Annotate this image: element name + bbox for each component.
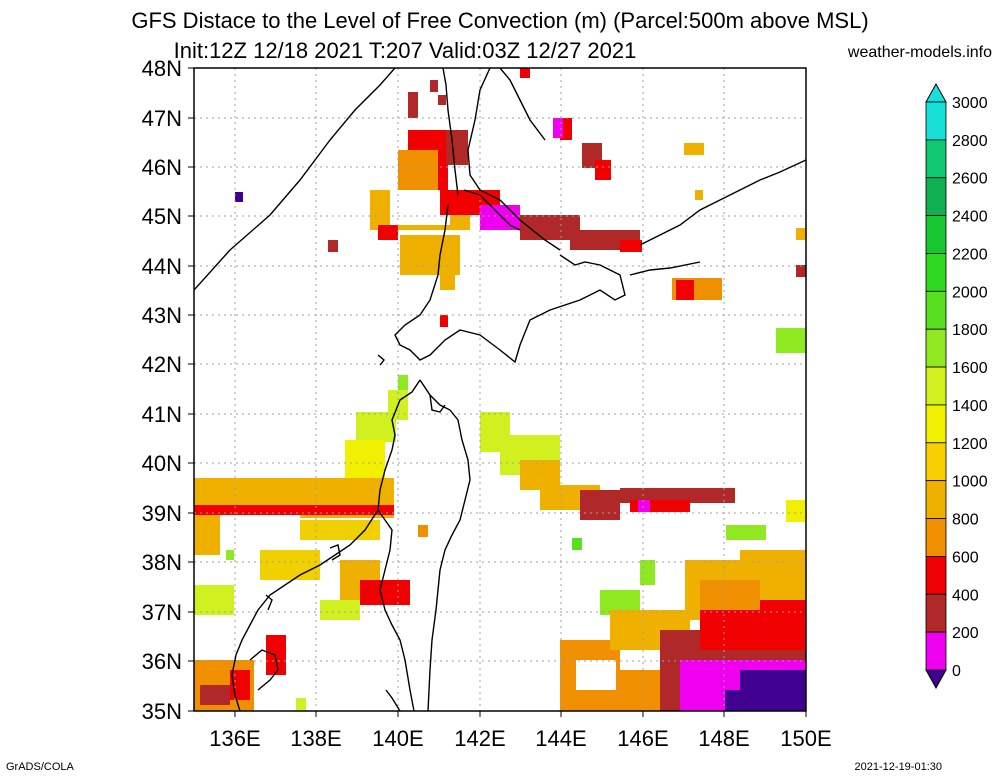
colorbar-top-arrow [925, 82, 947, 103]
lon-label: 150E [780, 726, 831, 751]
colorbar-segment [925, 215, 947, 254]
colorbar-segment [925, 139, 947, 179]
lon-label: 138E [290, 726, 341, 751]
chart-title: GFS Distace to the Level of Free Convect… [131, 8, 869, 33]
chart-subtitle: Init:12Z 12/18 2021 T:207 Valid:03Z 12/2… [173, 38, 637, 63]
colorbar-label: 600 [952, 549, 979, 566]
lat-label: 47N [142, 106, 182, 131]
colorbar-segment [925, 480, 947, 519]
lon-label: 144E [535, 726, 586, 751]
footer-software: GrADS/COLA [6, 761, 74, 773]
colorbar-segment [925, 366, 947, 406]
lat-label: 41N [142, 402, 182, 427]
lat-label: 42N [142, 352, 182, 377]
colorbar-label: 1200 [952, 436, 988, 453]
lon-label: 148E [698, 726, 749, 751]
colorbar: 3000280026002400220020001800160014001200… [925, 82, 988, 690]
lat-label: 46N [142, 155, 182, 180]
lon-label: 136E [209, 726, 260, 751]
colorbar-segment [925, 593, 947, 633]
gridlines [194, 68, 806, 711]
lat-label: 44N [142, 254, 182, 279]
colorbar-label: 1600 [952, 360, 988, 377]
colorbar-label: 2800 [952, 133, 988, 150]
colorbar-label: 1000 [952, 474, 988, 491]
lon-label: 140E [372, 726, 423, 751]
colorbar-segment [925, 253, 947, 292]
lat-label: 38N [142, 550, 182, 575]
colorbar-segment [925, 101, 947, 141]
lat-labels: 48N 47N 46N 45N 44N 43N 42N 41N 40N 39N … [142, 56, 182, 724]
colorbar-segment [925, 631, 947, 671]
colorbar-segment [925, 556, 947, 595]
lat-label: 48N [142, 56, 182, 81]
lat-label: 35N [142, 699, 182, 724]
colorbar-label: 1800 [952, 322, 988, 339]
footer-timestamp: 2021-12-19-01:30 [854, 761, 942, 773]
lat-label: 39N [142, 501, 182, 526]
tick-marks [188, 67, 807, 717]
colorbar-bottom-arrow [925, 669, 947, 690]
lon-labels: 136E 138E 140E 142E 144E 146E 148E 150E [209, 726, 831, 751]
colorbar-label: 2600 [952, 171, 988, 188]
colorbar-label: 1400 [952, 398, 988, 415]
colorbar-label: 2200 [952, 246, 988, 263]
colorbar-label: 400 [952, 587, 979, 604]
lat-label: 43N [142, 303, 182, 328]
colorbar-label: 2400 [952, 209, 988, 226]
colorbar-segment [925, 177, 947, 217]
lat-label: 36N [142, 649, 182, 674]
colorbar-segment [925, 290, 947, 330]
lat-label: 40N [142, 451, 182, 476]
colorbar-label: 800 [952, 512, 979, 529]
colorbar-label: 2000 [952, 284, 988, 301]
colorbar-segment [925, 328, 947, 368]
colorbar-segment [925, 442, 947, 482]
site-credit: weather-models.info [847, 44, 992, 61]
lon-label: 142E [454, 726, 505, 751]
plot-frame [193, 67, 807, 712]
coastlines [194, 68, 806, 711]
lat-label: 37N [142, 600, 182, 625]
colorbar-label: 0 [952, 663, 961, 680]
colorbar-label: 3000 [952, 95, 988, 112]
colorbar-segment [925, 404, 947, 444]
colorbar-label: 200 [952, 625, 979, 642]
colorbar-segment [925, 518, 947, 557]
lfc-shading [194, 68, 806, 711]
lat-label: 45N [142, 204, 182, 229]
lon-label: 146E [617, 726, 668, 751]
